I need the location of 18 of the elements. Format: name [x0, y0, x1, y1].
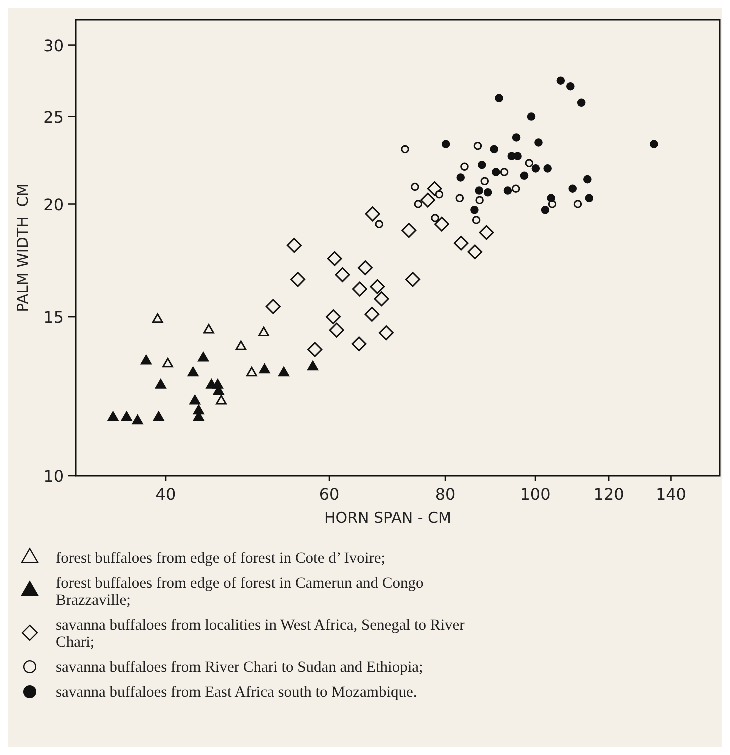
legend-label: savanna buffaloes from localities in West Africa, Senegal to River Chari;	[56, 617, 466, 651]
y-axis-title: PALM WIDTH CM	[14, 184, 32, 312]
x-tick-label: 60	[319, 485, 340, 504]
legend-label: savanna buffaloes from River Chari to Sudan and Ethiopia;	[56, 659, 424, 676]
y-tick-label: 15	[44, 308, 64, 328]
legend-label: forest buffaloes from edge of forest in Cote d’ Ivoire;	[56, 550, 386, 567]
y-tick-label: 25	[44, 108, 64, 127]
x-tick-label: 40	[156, 485, 176, 504]
x-tick-label: 140	[656, 485, 686, 504]
x-tick-label: 120	[594, 485, 624, 504]
x-axis-title: HORN SPAN - CM	[324, 509, 452, 527]
legend-label: savanna buffaloes from East Africa south to Mozambique.	[56, 684, 418, 701]
y-tick-label: 30	[44, 36, 64, 56]
legend-label: forest buffaloes from edge of forest in Camerun and Congo Brazzaville;	[56, 575, 424, 609]
y-tick-label: 20	[44, 195, 64, 214]
y-tick-label: 10	[44, 467, 64, 486]
x-tick-label: 100	[520, 485, 551, 504]
x-tick-label: 80	[435, 485, 456, 504]
